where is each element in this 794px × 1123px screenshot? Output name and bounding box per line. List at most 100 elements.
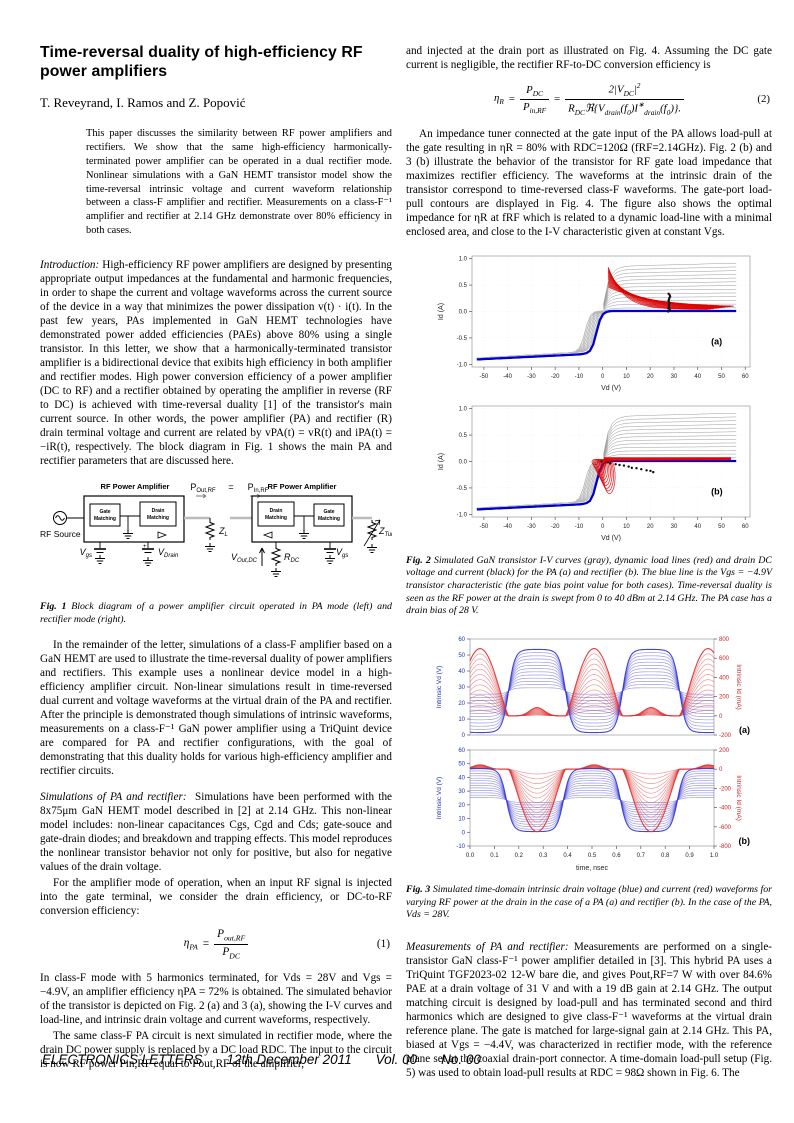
rectifier-paragraph-2: An impedance tuner connected at the gate… [406,127,772,238]
simulations-paragraph-2: For the amplifier mode of operation, whe… [40,877,392,918]
svg-text:Intrinsic Id (mA): Intrinsic Id (mA) [735,664,742,710]
figure-2a-plot: -50 -40 -30 -20 -10 0 10 20 30 40 50 60 -1.0 -0.5 0.0 0… [430,249,772,399]
svg-text:40: 40 [694,374,701,380]
fig1-amp-title-right: RF Power Amplifier [268,482,337,491]
fig1-drain-matching-left-1: Drain [152,508,165,514]
footer: ELECTRONICS LETTERS 12th December 2011 Vol… [42,1052,505,1067]
eq1-number: (1) [376,938,390,951]
fig1-equals: = [228,482,233,492]
svg-text:50: 50 [718,374,725,380]
svg-text:-10: -10 [456,844,465,850]
svg-text:Vd (V): Vd (V) [601,535,621,542]
eq2-fraction-2: 2|VDC|2 RDCℜ{Vdrain(f0)I∗drain(f0)}. [565,81,684,118]
figure-2b-plot: -50 -40 -30 -20 -10 0 10 20 30 40 50 60 -1.0 -0.5 0.0 0… [430,399,772,549]
svg-text:200: 200 [719,748,730,754]
svg-text:0.4: 0.4 [563,853,572,859]
figure-2-tag: Fig. 2 [406,554,431,566]
svg-text:20: 20 [647,374,654,380]
svg-text:50: 50 [458,762,465,768]
svg-text:-0.5: -0.5 [457,336,468,342]
svg-text:-10: -10 [575,524,584,530]
svg-text:800: 800 [719,637,730,643]
svg-text:-400: -400 [719,806,732,812]
svg-text:10: 10 [623,524,630,530]
svg-text:0: 0 [462,830,466,836]
svg-text:Intrinsic Vd (V): Intrinsic Vd (V) [436,666,443,709]
svg-text:0.0: 0.0 [459,309,468,315]
svg-text:400: 400 [719,675,730,681]
svg-text:0: 0 [719,767,723,773]
fig1-vgs-left-label: Vgs [80,547,92,559]
remainder-paragraph: In the remainder of the letter, simulati… [40,639,392,778]
authors: T. Reveyrand, I. Ramos and Z. Popović [40,95,246,111]
fig1-rdc-label: RDC [284,552,300,564]
figure-1-caption: Fig. 1 Block diagram of a power amplifie… [40,601,392,626]
figure-1-caption-text: Block diagram of a power amplifier circu… [40,600,392,625]
eq2-number: (2) [757,93,770,106]
svg-text:-0.5: -0.5 [457,486,468,492]
fig1-gate-matching-left-1: Gate [99,509,110,515]
figure-1-diagram: RF Power Amplifier RF Source Gate Matchi… [40,482,401,577]
svg-text:-30: -30 [527,524,536,530]
svg-text:(b): (b) [739,836,751,846]
footer-no: No. 00 [441,1052,481,1067]
left-column: Time-reversal duality of high-efficiency… [40,44,401,1082]
svg-text:0.0: 0.0 [466,853,475,859]
fig1-drain-matching-left-2: Matching [147,515,169,521]
simulations-text-1: Simulations have been performed with the… [40,791,393,874]
footer-journal: ELECTRONICS LETTERS [42,1052,203,1067]
svg-text:0: 0 [601,524,605,530]
svg-text:1.0: 1.0 [459,256,468,262]
svg-text:(b): (b) [711,486,723,496]
fig1-drain-matching-right-2: Matching [265,515,287,521]
svg-text:-30: -30 [527,374,536,380]
figure-3b-plot: -10 0 10 20 30 40 50 60 -800 -600 -400 -200 0 200 Intr… [430,745,772,878]
rectifier-paragraph-1: and injected at the drain port as illust… [406,45,772,71]
fig1-pin-label: PIn,RF [248,482,269,494]
svg-text:40: 40 [458,775,465,781]
svg-text:-200: -200 [719,786,732,792]
fig1-ztuner-label: ZTuner [378,526,392,538]
svg-text:0.0: 0.0 [459,459,468,465]
introduction-paragraph: Introduction: High-efficiency RF power a… [40,258,392,468]
svg-text:0.2: 0.2 [515,853,524,859]
eq1-fraction: Pout,RF PDC [214,927,249,961]
sine-glyph [55,515,65,521]
figure-3-tag: Fig. 3 [406,883,431,895]
svg-text:-600: -600 [719,825,732,831]
svg-text:10: 10 [458,817,465,823]
svg-text:60: 60 [458,637,465,643]
simulations-paragraph-3: In class-F mode with 5 harmonics termina… [40,971,392,1026]
svg-text:50: 50 [718,524,725,530]
svg-text:20: 20 [647,524,654,530]
svg-text:0.9: 0.9 [685,853,694,859]
fig1-rf-source-label: RF Source [40,529,81,539]
svg-text:Intrinsic Id (mA): Intrinsic Id (mA) [735,775,742,821]
figure-2: -50 -40 -30 -20 -10 0 10 20 30 40 50 60 -1.0 -0.5 0.0 0… [430,249,772,549]
introduction-lead: Introduction: [40,258,100,271]
figure-1-tag: Fig. 1 [40,600,67,612]
eq1-lhs: ηPA [183,937,198,952]
svg-text:-50: -50 [480,374,489,380]
page-content: Time-reversal duality of high-efficiency… [40,44,772,1082]
svg-text:30: 30 [671,524,678,530]
svg-text:0.8: 0.8 [661,853,670,859]
svg-text:0: 0 [462,733,466,739]
svg-text:Id (A): Id (A) [438,303,445,320]
svg-text:-40: -40 [503,374,512,380]
fig1-zl-label: ZL [218,526,228,538]
svg-text:50: 50 [458,653,465,659]
equation-1: ηPA = Pout,RF PDC (1) [183,927,390,961]
eq2-fraction-1: PDC Pin,RF [519,83,550,116]
measurements-paragraph: Measurements of PA and rectifier: Measur… [406,940,772,1080]
svg-text:-800: -800 [719,844,732,850]
svg-text:0: 0 [719,714,723,720]
svg-text:0.7: 0.7 [637,853,646,859]
svg-text:-1.0: -1.0 [457,362,468,368]
figure-2-caption: Fig. 2 Simulated GaN transistor I-V curv… [406,555,772,618]
svg-text:Vd (V): Vd (V) [601,385,621,392]
simulations-paragraph-1: Simulations of PA and rectifier: Simulat… [40,790,392,874]
svg-text:20: 20 [458,701,465,707]
figure-3-caption-text: Simulated time-domain intrinsic drain vo… [406,883,772,921]
svg-text:40: 40 [694,524,701,530]
